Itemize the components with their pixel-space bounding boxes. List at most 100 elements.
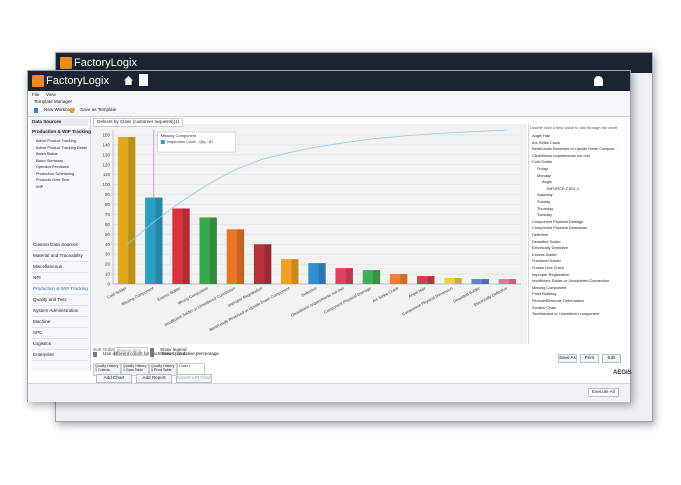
sidebar-item[interactable]: Active Product Tracking Detail — [36, 145, 87, 150]
nav-item[interactable]: SPC — [32, 329, 88, 339]
sidebar-item[interactable]: WIP — [36, 184, 44, 189]
tree-hint: Double click a field value to drill thro… — [530, 125, 618, 130]
tree-item[interactable]: Component Physical Damage — [532, 218, 584, 224]
action-button[interactable]: Save As — [558, 354, 577, 363]
tree-item[interactable]: Frozen Line Crack — [532, 265, 564, 270]
tree-item[interactable]: Arc Strike Crack — [532, 139, 561, 145]
document-icon[interactable] — [139, 74, 148, 86]
bar-shade — [209, 217, 217, 284]
status-bar — [28, 383, 630, 402]
sidebar-item[interactable]: Active Product Tracking — [36, 139, 76, 143]
execute-button[interactable]: Execute All — [588, 388, 619, 397]
y-tick-label: 140 — [102, 142, 110, 147]
tree-item[interactable]: Component Physical Dimension — [532, 225, 588, 231]
x-tick-label: Cold Solder — [106, 285, 127, 300]
add-button[interactable]: Export KPI Chart — [176, 374, 212, 383]
bar — [335, 268, 353, 284]
home-icon[interactable] — [124, 76, 133, 85]
bar-shade — [427, 276, 435, 284]
nav-item[interactable]: Custom Data Sources — [32, 241, 88, 251]
tree-item[interactable]: Excess Solder — [532, 251, 557, 257]
bar-shade — [237, 229, 245, 284]
tree-item[interactable]: Cold Solder — [532, 159, 553, 165]
tree-item[interactable]: Tombstoned or Unsoldered component — [532, 311, 600, 317]
sidebar-item[interactable]: Operator Feedback — [36, 165, 69, 169]
tree-item[interactable]: Dewetted Solder — [532, 238, 561, 244]
nav-item[interactable]: Material and Traceability — [32, 252, 88, 262]
tree-item[interactable]: Cleanliness requirements not met — [532, 152, 590, 158]
sidebar-section[interactable]: Production & WIP Tracking — [31, 129, 91, 136]
bar-shade — [318, 263, 326, 284]
chart: 0 10 20 30 40 50 60 70 80 90 100 110 120 130 140 150 Col… — [102, 129, 521, 332]
sidebar-item[interactable]: Products Over Time — [36, 178, 70, 182]
add-button[interactable]: Add Chart — [96, 374, 132, 383]
x-tick-label: Cleanliness requirements not met — [290, 285, 346, 318]
tree-item[interactable]: Fractured Solder — [532, 258, 561, 264]
aegis-logo: AEGIS — [613, 370, 632, 376]
bar — [172, 208, 190, 284]
menu-item[interactable]: View — [46, 92, 56, 97]
tree-item[interactable]: INFORCE-CS01-1 — [547, 185, 579, 191]
bar — [417, 276, 435, 284]
y-tick-label: 60 — [105, 222, 111, 227]
bar-shade — [264, 244, 272, 284]
tree-item[interactable]: Defective — [532, 232, 549, 237]
tree-item[interactable]: Tuesday — [537, 212, 552, 218]
checkbox[interactable]: Use different colors for each series poi… — [93, 351, 185, 357]
nav-item[interactable]: Machine — [32, 318, 88, 328]
action-button[interactable]: Edit — [602, 354, 621, 363]
sidebar-section[interactable]: Data Sources — [31, 119, 88, 126]
x-tick-label: Component Physical Dimension — [401, 285, 453, 316]
tree-item[interactable]: Scratch Chain — [532, 304, 557, 310]
nav-item[interactable]: Enterprise — [32, 351, 88, 361]
x-tick-label: Defective — [300, 285, 318, 298]
tree-item[interactable]: Aegis — [542, 179, 552, 185]
action-button[interactable]: Print — [580, 354, 599, 363]
nav-item[interactable]: Production & WIP Tracking — [32, 285, 88, 295]
y-tick-label: 20 — [105, 262, 111, 267]
tree-item[interactable]: Thursday — [537, 205, 554, 211]
tree-item[interactable]: Bent/Leads Reversed or Upside Down Compo… — [532, 146, 618, 152]
sidebar-item[interactable]: Production Scheduling — [36, 171, 74, 176]
tree-item[interactable]: Sunday — [537, 199, 551, 204]
tree-item[interactable]: Insufficient Solder or Unsoldered Connec… — [532, 278, 610, 284]
checkbox[interactable]: Show cumulative percentage — [150, 351, 219, 357]
y-tick-label: 50 — [105, 232, 111, 237]
tree-item[interactable]: Friday — [537, 166, 548, 171]
x-tick-label: Component Physical Damage — [323, 285, 373, 315]
tree-item[interactable]: Electrically Defective — [532, 245, 568, 251]
report-tab[interactable]: Defects by Class (customer requests)(1) — [93, 118, 184, 127]
y-tick-label: 150 — [102, 132, 110, 137]
toolbar-button[interactable]: New Workbook — [34, 107, 75, 113]
nav-item[interactable]: Quality and Test — [32, 296, 88, 306]
y-tick-label: 90 — [105, 192, 111, 197]
tree-item[interactable]: Pinhole/Blowhole Deformation — [532, 298, 585, 303]
sidebar-item[interactable]: Batch Summary — [36, 158, 64, 163]
tree-item[interactable]: Saturday — [537, 192, 553, 198]
tooltip-text: Inspection Code - Qty : 87 — [167, 139, 214, 144]
bottom-tab[interactable]: Quality History 1 Pivot Table — [149, 363, 177, 376]
tree-item[interactable]: Angel Hair — [532, 133, 551, 138]
checkbox[interactable]: Show legend — [150, 347, 187, 353]
nav-item[interactable]: Logistics — [32, 340, 88, 350]
sidebar-item[interactable]: Batch Status — [36, 152, 58, 156]
menu-item[interactable]: File — [32, 92, 40, 97]
tree-item[interactable]: Paint Rubbing — [532, 291, 557, 297]
sort-select[interactable]: Descending — [114, 347, 148, 356]
nav-item[interactable]: NPI — [32, 274, 88, 284]
bottom-tab[interactable]: Quality History 1 Data Table — [121, 363, 149, 376]
tree-item[interactable]: Monday — [537, 172, 551, 178]
tree-item[interactable]: Improper Registration — [532, 271, 570, 277]
nav-item[interactable]: Miscellaneous — [32, 263, 88, 273]
add-button[interactable]: Add Report — [136, 374, 172, 383]
tooltip-swatch — [160, 140, 165, 144]
tree-item[interactable]: Missing Component — [532, 284, 567, 290]
bar-shade — [454, 278, 462, 284]
bar-shade — [182, 208, 190, 284]
y-tick-label: 120 — [102, 162, 110, 167]
bar-shade — [509, 279, 517, 284]
toolbar-button[interactable]: Save as Template — [70, 107, 116, 113]
user-icon[interactable] — [594, 76, 603, 86]
nav-item[interactable]: System Administration — [32, 307, 88, 317]
